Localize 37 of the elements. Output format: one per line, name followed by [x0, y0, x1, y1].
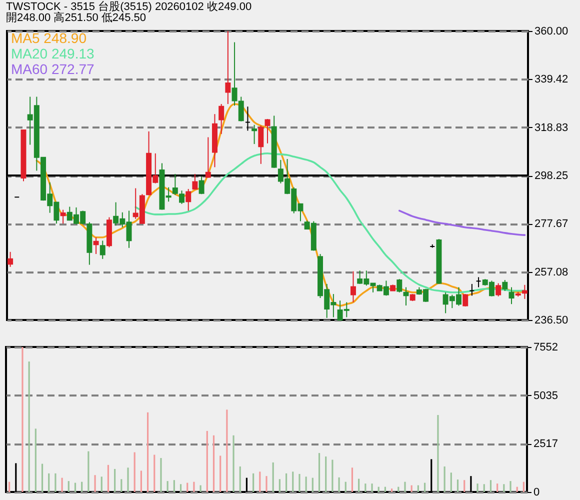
candlestick	[396, 278, 402, 293]
text: MA5 248.90	[11, 30, 87, 46]
candlestick	[264, 118, 270, 144]
candlestick	[258, 125, 264, 164]
candlestick	[218, 104, 224, 134]
candlestick	[93, 236, 99, 255]
text: MA60 272.77	[11, 61, 94, 77]
candlestick	[252, 124, 258, 145]
line-series	[398, 210, 526, 236]
candlestick	[192, 173, 198, 190]
y-tick-label: 298.25	[534, 170, 568, 182]
y-tick-label: 236.50	[534, 314, 568, 326]
y-tick-label: 7552	[534, 342, 558, 354]
chart-subtitle: 開248.00 高251.50 低245.50	[6, 11, 146, 24]
candlestick	[462, 294, 468, 307]
candlestick	[186, 188, 192, 212]
y-tick-label: 5035	[534, 390, 558, 402]
y-tick-label: 339.42	[534, 74, 568, 86]
candlestick	[60, 209, 66, 224]
y-tick-label: 277.67	[534, 218, 568, 230]
candlestick	[350, 270, 356, 303]
candlestick	[502, 279, 508, 292]
text: MA20 249.13	[11, 46, 94, 62]
y-tick-label: 318.83	[534, 122, 568, 134]
y-tick-label: 2517	[534, 438, 558, 450]
chart-title: TWSTOCK - 3515 台股(3515) 20260102 收249.00	[6, 0, 252, 13]
candlestick	[100, 240, 106, 260]
candlestick	[205, 136, 211, 178]
y-tick-label: 257.08	[534, 266, 568, 278]
candlestick	[508, 286, 514, 305]
candlestick	[198, 176, 204, 195]
y-tick-label: 0	[534, 486, 540, 498]
candlestick	[496, 282, 502, 297]
y-tick-label: 360.00	[534, 26, 568, 38]
candlestick	[522, 284, 528, 300]
candlestick	[225, 30, 231, 105]
candlestick	[8, 251, 14, 268]
